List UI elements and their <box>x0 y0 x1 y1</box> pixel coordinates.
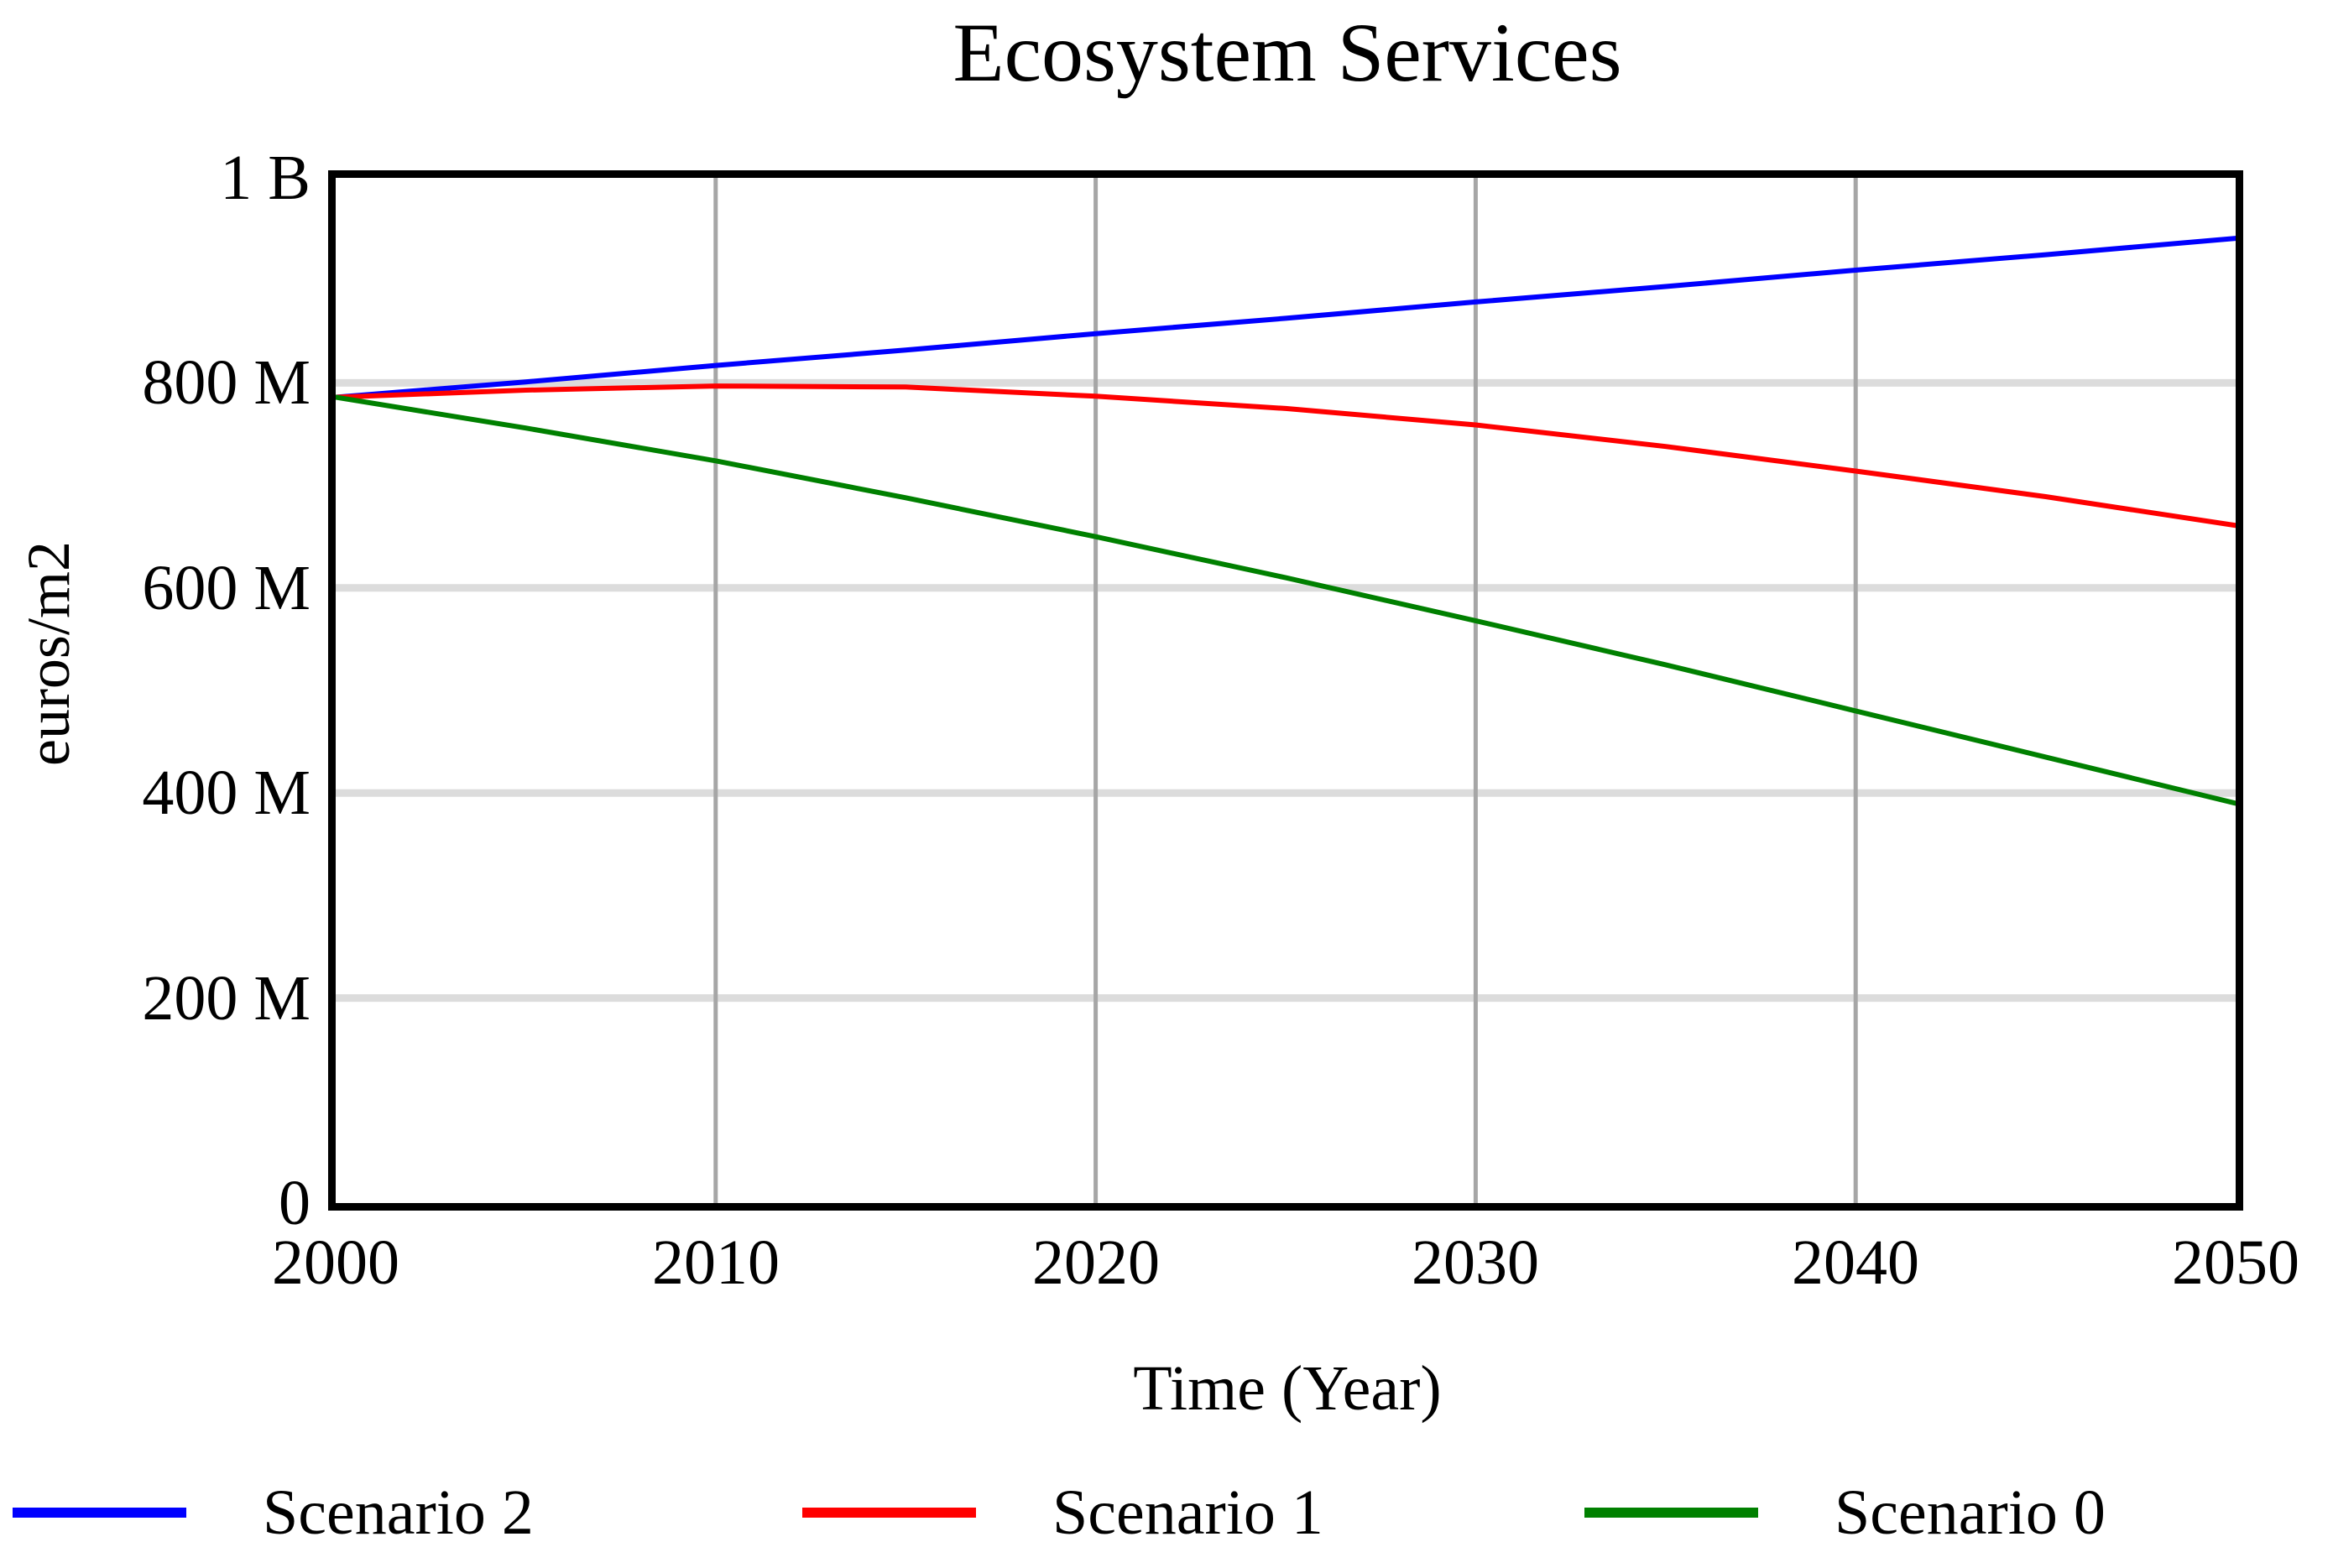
line-scenario-2 <box>336 236 2236 400</box>
y-axis-tick-400m: 400 M <box>142 758 311 828</box>
x-axis-tick-2000: 2000 <box>272 1227 399 1298</box>
x-axis-tick-2030: 2030 <box>1412 1227 1539 1298</box>
x-axis-tick-2050: 2050 <box>2172 1227 2299 1298</box>
legend: Scenario 2 Scenario 1 Scenario 0 <box>0 1475 2333 1550</box>
line-scenario-1 <box>336 383 2236 529</box>
chart-canvas <box>336 178 2236 1203</box>
legend-line-swatch-scenario-0 <box>1584 1508 1758 1518</box>
y-axis-tick-1b: 1 B <box>220 143 311 213</box>
chart-title: Ecosystem Services <box>953 6 1622 99</box>
x-axis-tick-2020: 2020 <box>1032 1227 1160 1298</box>
y-axis-tick-0: 0 <box>279 1168 311 1238</box>
legend-label-scenario-1: Scenario 1 <box>1052 1477 1323 1548</box>
legend-item-scenario-2: Scenario 2 <box>13 1475 534 1550</box>
legend-item-scenario-1: Scenario 1 <box>802 1475 1323 1550</box>
legend-label-scenario-2: Scenario 2 <box>263 1477 534 1548</box>
y-axis-tick-800m: 800 M <box>142 347 311 418</box>
legend-label-scenario-0: Scenario 0 <box>1835 1477 2106 1548</box>
legend-item-scenario-0: Scenario 0 <box>1584 1475 2106 1550</box>
y-axis-tick-600m: 600 M <box>142 553 311 623</box>
legend-line-swatch-scenario-1 <box>802 1508 976 1518</box>
legend-line-swatch-scenario-2 <box>13 1508 186 1518</box>
plot-area <box>328 170 2243 1211</box>
x-axis-tick-2010: 2010 <box>652 1227 780 1298</box>
x-axis-tick-2040: 2040 <box>1792 1227 1919 1298</box>
y-axis-tick-200m: 200 M <box>142 963 311 1034</box>
x-axis-title: Time (Year) <box>1133 1353 1442 1424</box>
line-scenario-0 <box>336 394 2236 806</box>
